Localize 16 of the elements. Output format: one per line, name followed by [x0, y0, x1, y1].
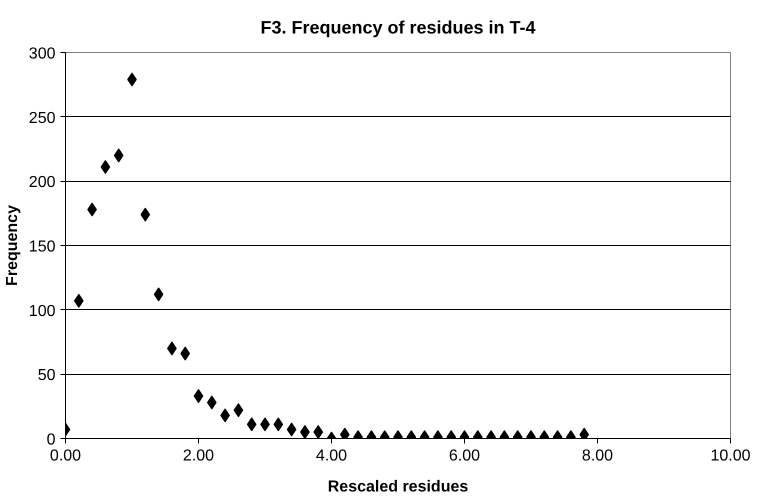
x-axis-title: Rescaled residues	[328, 478, 468, 496]
y-tick-label: 150	[28, 238, 56, 256]
chart-title: F3. Frequency of residues in T-4	[260, 18, 536, 38]
x-tick-label: 10.00	[710, 448, 751, 464]
x-tick-label: 0.00	[50, 448, 82, 464]
y-tick-label: 300	[28, 46, 56, 62]
y-tick-label: 250	[28, 110, 56, 127]
y-axis-title: Frequency	[4, 204, 21, 286]
x-tick-label: 4.00	[316, 448, 348, 464]
x-tick-label: 6.00	[448, 448, 480, 464]
x-tick-label: 2.00	[182, 448, 214, 464]
x-tick-label: 8.00	[582, 448, 614, 464]
y-tick-label: 100	[28, 302, 56, 320]
y-tick-label: 50	[38, 367, 56, 384]
y-tick-label: 200	[28, 174, 56, 192]
y-tick-label: 0	[46, 432, 56, 448]
